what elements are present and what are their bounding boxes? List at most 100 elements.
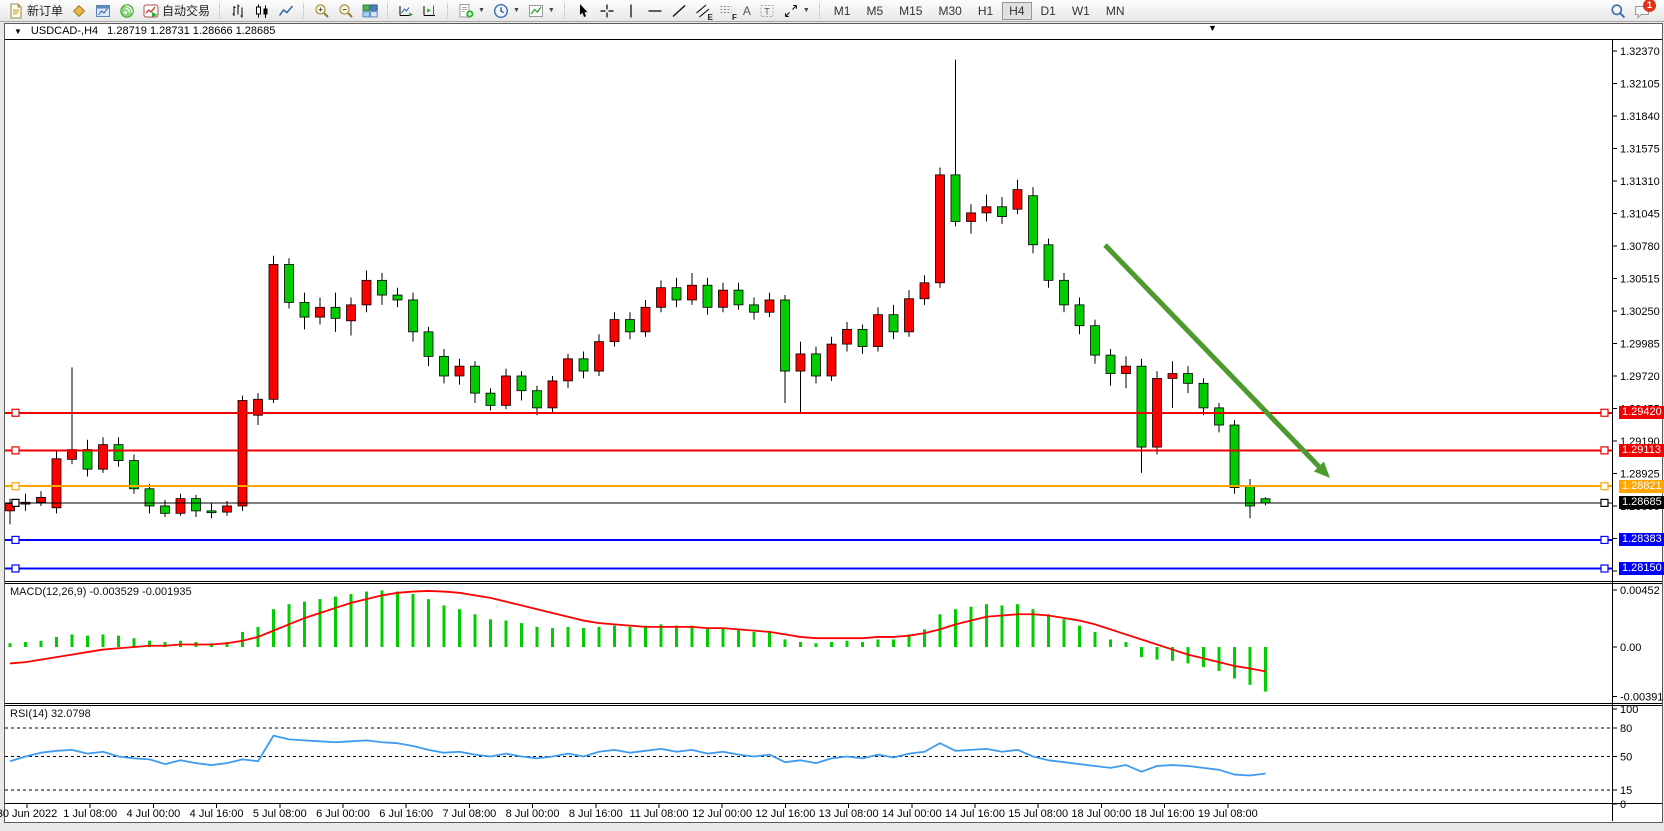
candle-up — [237, 400, 248, 507]
line-anchor-marker[interactable] — [1600, 482, 1609, 491]
macd-histogram-bar — [1078, 625, 1081, 648]
macd-histogram-bar — [830, 641, 833, 648]
line-anchor-marker[interactable] — [11, 564, 20, 573]
macd-histogram-bar — [737, 629, 740, 648]
candle-up — [904, 298, 914, 333]
zoom-in-button[interactable] — [310, 2, 334, 20]
text-tool-button[interactable]: A — [739, 2, 755, 20]
candle-up — [687, 284, 697, 301]
chart-titlebar: ▼ USDCAD-,H4 1.28719 1.28731 1.28666 1.2… — [14, 25, 275, 37]
chevron-down-icon: ▼ — [547, 7, 555, 14]
templates-button[interactable]: ▼ — [524, 2, 559, 20]
line-anchor-marker[interactable] — [11, 446, 20, 455]
periods-button[interactable]: ▼ — [489, 2, 524, 20]
line-anchor-marker[interactable] — [1600, 446, 1609, 455]
candle-up — [454, 365, 465, 377]
line-anchor-marker[interactable] — [11, 498, 20, 507]
auto-trading-button[interactable]: 自动交易 — [139, 2, 214, 20]
candle-up — [842, 328, 852, 345]
toolbar-separator — [219, 3, 221, 18]
tile-windows-button[interactable] — [358, 2, 382, 20]
line-anchor-marker[interactable] — [1600, 498, 1609, 507]
vertical-line-tool-button[interactable] — [619, 2, 643, 20]
chart-window[interactable] — [4, 23, 1663, 823]
line-anchor-marker[interactable] — [1600, 564, 1609, 573]
candle-up — [1012, 189, 1023, 210]
chart-shift-button[interactable] — [418, 2, 442, 20]
crosshair-tool-button[interactable] — [595, 2, 619, 20]
trend-arrow-line[interactable] — [1103, 243, 1321, 469]
macd-histogram-bar — [318, 599, 322, 648]
timeframe-m30[interactable]: M30 — [938, 3, 962, 18]
channel-tool-button[interactable]: E — [691, 2, 715, 22]
main-toolbar: 新订单 自动交易 — [0, 0, 1664, 22]
fibonacci-tool-button[interactable]: F — [715, 2, 739, 22]
timeframe-m15[interactable]: M15 — [899, 3, 923, 18]
signals-button[interactable] — [115, 2, 139, 20]
candle-down — [330, 306, 341, 319]
time-axis-label: 6 Jul 00:00 — [316, 808, 370, 820]
time-axis-label: 4 Jul 16:00 — [190, 808, 244, 820]
macd-histogram-bar — [1171, 647, 1174, 661]
macd-histogram-bar — [334, 596, 337, 648]
macd-histogram-bar — [365, 591, 368, 648]
cursor-tool-button[interactable] — [571, 2, 595, 20]
candle-up — [268, 263, 279, 400]
toolbar-separator — [447, 3, 449, 18]
arrows-tool-button[interactable]: ▼ — [779, 2, 814, 20]
timeframe-m1[interactable]: M1 — [833, 3, 851, 18]
line-anchor-marker[interactable] — [1600, 535, 1609, 545]
market-watch-button[interactable] — [67, 2, 91, 20]
line-anchor-marker[interactable] — [1600, 408, 1609, 417]
macd-histogram-bar — [613, 625, 616, 648]
indicators-button[interactable]: ▼ — [454, 2, 489, 20]
chart-shift-marker-icon[interactable]: ▼ — [1208, 23, 1217, 33]
candle-up — [361, 279, 372, 306]
zoom-out-button[interactable] — [334, 2, 358, 20]
candle-up — [919, 282, 930, 300]
text-label-tool-button[interactable]: T — [755, 2, 779, 20]
line-chart-icon — [278, 3, 294, 19]
timeframe-m5[interactable]: M5 — [866, 3, 884, 18]
candle-down — [284, 263, 294, 303]
timeframe-h1[interactable]: H1 — [977, 3, 994, 18]
macd-histogram-bar — [101, 634, 105, 648]
trendline-tool-button[interactable] — [667, 2, 691, 20]
trend-arrow-head[interactable] — [1313, 461, 1330, 478]
candlestick-mode-button[interactable] — [250, 2, 274, 20]
macd-histogram-bar — [1047, 614, 1050, 648]
macd-histogram-bar — [1140, 647, 1143, 658]
candle-down — [1229, 424, 1240, 488]
price-axis-label: 1.28925 — [1620, 468, 1660, 480]
fibonacci-icon: F — [719, 3, 737, 22]
new-order-button[interactable]: 新订单 — [4, 2, 67, 20]
line-chart-mode-button[interactable] — [274, 2, 298, 20]
candle-down — [516, 375, 527, 392]
macd-histogram-bar — [907, 634, 911, 648]
auto-scroll-button[interactable] — [394, 2, 418, 20]
macd-histogram-bar — [1202, 647, 1205, 668]
line-anchor-marker[interactable] — [11, 408, 20, 417]
timeframe-d1[interactable]: D1 — [1040, 3, 1056, 18]
timeframe-mn[interactable]: MN — [1105, 3, 1125, 18]
rsi-axis-label: 15 — [1620, 785, 1632, 797]
line-anchor-marker[interactable] — [11, 482, 20, 491]
candle-up — [640, 306, 651, 333]
line-anchor-marker[interactable] — [11, 535, 20, 545]
search-icon[interactable] — [1610, 3, 1626, 19]
timeframe-w1[interactable]: W1 — [1071, 3, 1090, 18]
price-axis-label: 1.28395 — [1620, 533, 1660, 545]
price-axis-label: 1.29985 — [1620, 338, 1660, 350]
notifications-icon[interactable]: 1 — [1634, 0, 1656, 19]
candle-up — [656, 287, 666, 308]
macd-histogram-bar — [1264, 647, 1267, 692]
data-window-button[interactable] — [91, 2, 115, 20]
horizontal-line-tool-button[interactable] — [643, 2, 667, 20]
candle-up — [981, 206, 992, 214]
candle-down — [1105, 354, 1116, 374]
timeframe-h4[interactable]: H4 — [1002, 1, 1032, 20]
candle-up — [5, 503, 15, 512]
bar-chart-mode-button[interactable] — [226, 2, 250, 20]
macd-histogram-bar — [504, 620, 508, 648]
